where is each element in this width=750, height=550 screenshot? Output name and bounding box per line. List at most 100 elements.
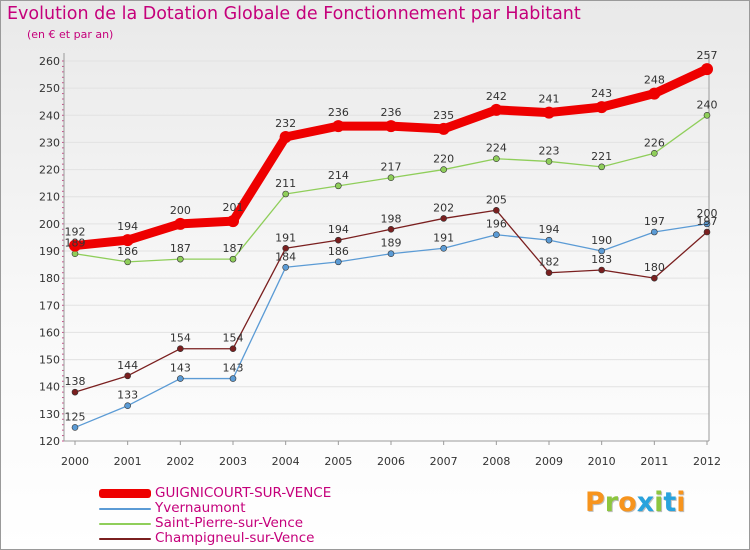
data-label: 196 — [486, 218, 507, 231]
y-tick-label: 200 — [39, 218, 60, 231]
y-tick-label: 250 — [39, 82, 60, 95]
data-point — [385, 120, 397, 133]
data-label: 190 — [591, 234, 612, 247]
data-label: 221 — [591, 150, 612, 163]
data-point — [545, 236, 553, 244]
data-label: 143 — [170, 362, 191, 375]
data-point — [703, 220, 711, 228]
x-tick-label: 2010 — [588, 455, 616, 468]
legend-swatch — [99, 538, 151, 540]
data-label: 125 — [65, 410, 86, 423]
data-label: 183 — [591, 253, 612, 266]
data-point — [493, 206, 500, 214]
data-label: 240 — [697, 98, 718, 111]
data-label: 194 — [117, 220, 138, 233]
data-point — [387, 225, 395, 233]
data-label: 189 — [65, 237, 86, 250]
series-yvernaumont — [71, 220, 711, 431]
data-label: 201 — [223, 201, 244, 214]
logo-letter: o — [618, 487, 637, 518]
legend-label: Saint-Pierre-sur-Vence — [155, 515, 304, 531]
data-label: 198 — [381, 212, 402, 225]
data-point — [282, 244, 289, 252]
data-label: 197 — [697, 215, 718, 228]
data-point — [598, 266, 605, 274]
y-tick-label: 120 — [39, 435, 60, 448]
data-point — [387, 250, 395, 258]
data-label: 257 — [697, 49, 718, 62]
x-tick-label: 2008 — [482, 455, 510, 468]
data-point — [545, 269, 553, 277]
series-saint-pierre-sur-vence — [71, 111, 711, 266]
y-tick-label: 220 — [39, 164, 60, 177]
data-point — [229, 255, 237, 263]
x-tick-label: 2001 — [114, 455, 142, 468]
x-tick-label: 2011 — [640, 455, 668, 468]
data-point — [121, 234, 134, 247]
x-tick-label: 2004 — [272, 455, 300, 468]
data-point — [71, 250, 79, 258]
data-point — [124, 372, 131, 380]
data-label: 133 — [117, 389, 138, 402]
x-tick-label: 2002 — [166, 455, 194, 468]
x-tick-label: 2006 — [377, 455, 405, 468]
data-point — [651, 274, 658, 282]
data-point — [703, 228, 711, 236]
logo-letter: t — [663, 487, 677, 518]
x-tick-label: 2007 — [430, 455, 458, 468]
y-tick-label: 190 — [39, 245, 60, 258]
data-label: 191 — [275, 231, 296, 244]
data-point — [648, 87, 661, 100]
data-point — [69, 239, 81, 252]
data-point — [335, 236, 342, 244]
data-point — [440, 166, 447, 173]
chart-subtitle: (en € et par an) — [27, 28, 114, 41]
data-label: 242 — [486, 90, 507, 103]
data-label: 202 — [433, 201, 454, 214]
y-tick-label: 260 — [39, 55, 60, 68]
data-point — [703, 111, 711, 119]
data-label: 138 — [65, 375, 86, 388]
x-tick-label: 2003 — [219, 455, 247, 468]
data-point — [282, 190, 289, 198]
data-point — [595, 101, 608, 114]
data-label: 187 — [223, 242, 244, 255]
data-point — [651, 149, 658, 157]
data-label: 184 — [275, 250, 296, 263]
logo-letter: x — [636, 487, 655, 518]
data-label: 236 — [328, 106, 349, 119]
data-point — [282, 263, 289, 271]
data-point — [598, 247, 605, 255]
data-label: 211 — [275, 177, 296, 190]
data-label: 224 — [486, 142, 507, 155]
data-point — [177, 345, 184, 353]
data-point — [440, 215, 447, 222]
data-point — [387, 174, 395, 182]
chart-title: Evolution de la Dotation Globale de Fonc… — [7, 4, 581, 24]
data-point — [335, 182, 342, 190]
data-point — [229, 375, 237, 382]
legend-label: Champigneul-sur-Vence — [155, 530, 315, 546]
data-point — [543, 106, 555, 119]
data-label: 214 — [328, 169, 349, 182]
data-label: 236 — [381, 106, 402, 119]
y-tick-label: 230 — [39, 136, 60, 149]
logo-letter: P — [585, 487, 605, 518]
data-label: 235 — [433, 109, 454, 122]
data-label: 192 — [65, 226, 86, 239]
data-label: 194 — [328, 223, 349, 236]
data-label: 191 — [433, 231, 454, 244]
logo-letter: i — [676, 487, 686, 518]
data-label: 197 — [644, 215, 665, 228]
x-tick-label: 2009 — [535, 455, 563, 468]
data-point — [598, 163, 605, 171]
data-point — [440, 244, 447, 252]
data-label: 220 — [433, 153, 454, 166]
data-label: 182 — [539, 256, 560, 269]
data-label: 186 — [117, 245, 138, 258]
series-guignicourt-sur-vence — [69, 63, 713, 252]
x-tick-label: 2005 — [324, 455, 352, 468]
data-label: 241 — [539, 93, 560, 106]
data-point — [493, 155, 500, 163]
